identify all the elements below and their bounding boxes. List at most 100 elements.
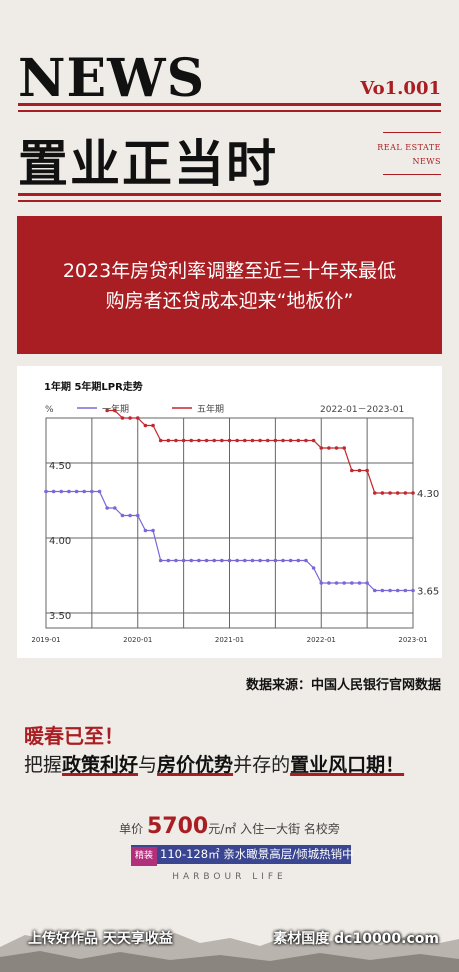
- slogan-highlight: 政策利好: [62, 754, 139, 776]
- data-point: [327, 581, 331, 585]
- mountain-shape: [0, 951, 459, 972]
- x-tick-label: 2022-01: [307, 636, 336, 644]
- data-point: [250, 558, 255, 563]
- data-point: [120, 513, 125, 518]
- data-point: [342, 581, 346, 585]
- data-point: [212, 438, 217, 443]
- data-point: [411, 491, 415, 495]
- data-point: [90, 489, 94, 494]
- y-tick-label: 3.50: [49, 611, 71, 622]
- data-point: [242, 438, 247, 443]
- data-point: [135, 513, 140, 518]
- data-point: [143, 423, 148, 428]
- tag-rule: [383, 132, 441, 133]
- slogan-text: 与: [138, 754, 158, 776]
- brand-name: HARBOUR LIFE: [172, 872, 287, 882]
- data-point: [235, 438, 239, 443]
- data-point: [59, 489, 64, 494]
- page-headline: 置业正当时: [18, 134, 278, 193]
- data-point: [120, 416, 125, 420]
- data-point: [105, 408, 109, 413]
- slogan-highlight: 房价优势: [157, 754, 234, 776]
- divider-rule: [18, 103, 441, 106]
- data-point: [403, 491, 408, 495]
- data-point: [51, 489, 56, 494]
- data-point: [365, 581, 369, 585]
- data-point: [189, 558, 194, 563]
- price-prefix: 单价: [119, 822, 144, 836]
- data-point: [151, 423, 155, 428]
- data-point: [74, 489, 79, 494]
- data-point: [227, 558, 232, 563]
- greeting: 暖春已至！: [24, 724, 124, 748]
- data-point: [113, 408, 117, 413]
- data-point: [220, 438, 224, 443]
- price-line: 单价 5700元/㎡ 入住一大街 名校旁: [0, 814, 459, 839]
- data-point: [67, 489, 71, 494]
- data-point: [166, 558, 171, 563]
- tag-rule: [383, 174, 441, 175]
- slogan-highlight: 置业风口期！: [290, 754, 405, 776]
- data-point: [181, 438, 186, 443]
- data-point: [250, 438, 255, 443]
- chart-unit: %: [45, 405, 54, 415]
- y-tick-label: 4.50: [49, 461, 71, 472]
- slogan-text: 并存的: [233, 754, 291, 776]
- data-point: [273, 558, 278, 563]
- x-tick-label: 2023-01: [398, 636, 427, 644]
- end-value-label: 3.65: [417, 587, 439, 598]
- feature-tag: 精装: [131, 847, 158, 866]
- data-point: [281, 558, 285, 563]
- data-source: 数据来源：中国人民银行官网数据: [245, 678, 441, 693]
- end-value-label: 4.30: [417, 489, 439, 500]
- data-point: [350, 581, 354, 585]
- data-point: [212, 558, 217, 563]
- data-point: [128, 416, 132, 420]
- data-point: [113, 506, 117, 510]
- landscape-decoration: [0, 929, 459, 972]
- y-tick-label: 4.00: [49, 536, 71, 547]
- data-point: [197, 558, 201, 563]
- data-point: [334, 581, 339, 585]
- tag-line-1: REAL ESTATE: [377, 143, 441, 152]
- data-point: [327, 446, 331, 450]
- data-point: [105, 506, 109, 510]
- data-point: [158, 438, 163, 443]
- slogan-text: 把握: [24, 754, 63, 776]
- data-point: [166, 438, 171, 443]
- data-point: [151, 528, 155, 533]
- data-point: [388, 491, 392, 495]
- data-point: [411, 588, 415, 593]
- location-text: 入住一大街 名校旁: [240, 822, 340, 836]
- lpr-chart: 1年期 5年期LPR走势 % 一年期 五年期 2022-01－2023-01 3…: [17, 366, 442, 658]
- data-point: [319, 581, 324, 585]
- data-point: [128, 513, 132, 518]
- data-point: [357, 581, 362, 585]
- data-point: [204, 558, 209, 563]
- data-point: [296, 558, 301, 563]
- x-tick-label: 2021-01: [215, 636, 244, 644]
- data-point: [395, 588, 400, 593]
- data-point: [319, 446, 324, 450]
- data-point: [342, 446, 346, 450]
- x-tick-label: 2020-01: [123, 636, 152, 644]
- data-point: [395, 491, 400, 495]
- feature-pill: 精装 110-128㎡ 亲水瞰景高层/倾城热销中: [131, 845, 354, 866]
- feature-text: 110-128㎡ 亲水瞰景高层/倾城热销中: [160, 847, 354, 861]
- data-point: [258, 438, 262, 443]
- legend-5yr: 五年期: [197, 403, 224, 415]
- x-tick-label: 2019-01: [31, 636, 60, 644]
- data-point: [220, 558, 224, 563]
- chart-period: 2022-01－2023-01: [320, 405, 404, 415]
- data-point: [265, 558, 270, 563]
- data-point: [311, 438, 316, 443]
- data-point: [204, 438, 209, 443]
- data-point: [174, 558, 178, 563]
- data-point: [82, 489, 87, 494]
- data-point: [380, 491, 385, 495]
- divider-rule: [18, 193, 441, 196]
- data-point: [288, 558, 293, 563]
- data-point: [273, 438, 278, 443]
- data-point: [158, 558, 163, 563]
- data-point: [189, 438, 194, 443]
